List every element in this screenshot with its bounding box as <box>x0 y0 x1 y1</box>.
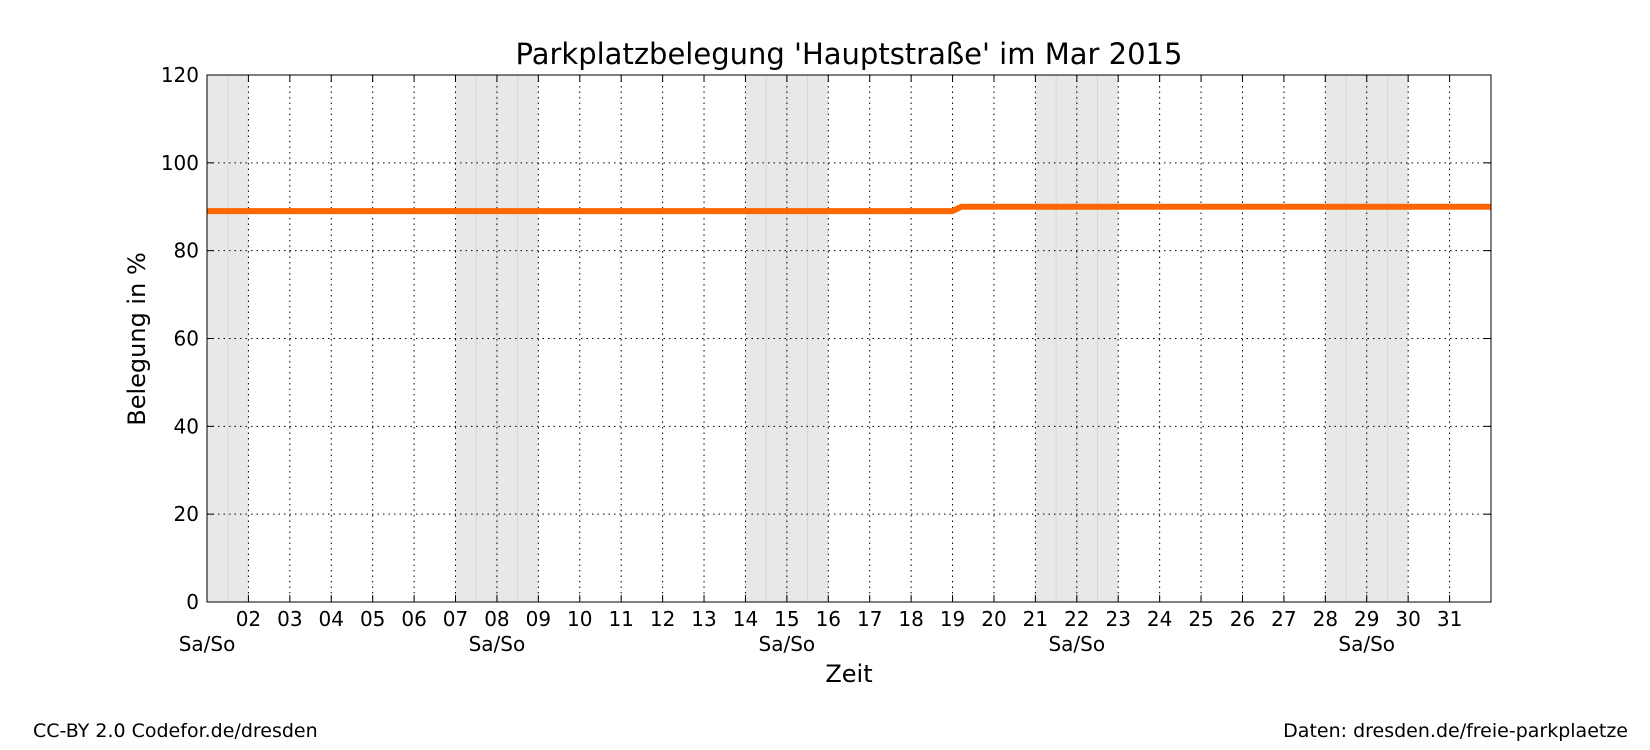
y-ticks: 0 20 40 60 80 100 120 <box>161 63 1491 614</box>
weekend-label: Sa/So <box>759 632 816 656</box>
weekend-label: Sa/So <box>1338 632 1395 656</box>
x-tick-label: 23 <box>1105 607 1130 631</box>
y-tick-label: 60 <box>174 327 199 351</box>
x-tick-label: 29 <box>1354 607 1379 631</box>
weekend-label: Sa/So <box>1048 632 1105 656</box>
x-tick-label: 24 <box>1147 607 1172 631</box>
x-tick-label: 13 <box>691 607 716 631</box>
chart-title: Parkplatzbelegung 'Hauptstraße' im Mar 2… <box>516 37 1183 71</box>
x-tick-label: 05 <box>360 607 385 631</box>
y-tick-label: 100 <box>161 151 199 175</box>
x-tick-label: 08 <box>484 607 509 631</box>
x-ticks: 02 03 04 05 06 07 08 09 10 11 12 13 14 15 16 17 18 19 20 21… <box>236 75 1462 631</box>
x-tick-label: 11 <box>608 607 633 631</box>
x-tick-label: 27 <box>1271 607 1296 631</box>
series-layer <box>207 203 1491 215</box>
series-line-1 <box>207 203 1491 215</box>
weekend-labels: Sa/So Sa/So Sa/So Sa/So Sa/So <box>179 632 1395 656</box>
x-tick-label: 02 <box>236 607 261 631</box>
y-tick-label: 40 <box>174 414 199 438</box>
x-axis-label: Zeit <box>825 660 872 688</box>
y-tick-label: 80 <box>174 239 199 263</box>
x-tick-label: 28 <box>1313 607 1338 631</box>
weekend-label: Sa/So <box>179 632 236 656</box>
y-tick-label: 0 <box>186 590 199 614</box>
x-tick-label: 07 <box>443 607 468 631</box>
source-text: Daten: dresden.de/freie-parkplaetze <box>1283 720 1628 742</box>
x-tick-label: 06 <box>401 607 426 631</box>
x-tick-label: 10 <box>567 607 592 631</box>
y-tick-label: 120 <box>161 63 199 87</box>
x-tick-label: 18 <box>898 607 923 631</box>
x-tick-label: 21 <box>1023 607 1048 631</box>
x-tick-label: 16 <box>816 607 841 631</box>
x-tick-label: 30 <box>1395 607 1420 631</box>
x-tick-label: 17 <box>857 607 882 631</box>
x-tick-label: 15 <box>774 607 799 631</box>
grid-lines <box>207 75 1491 602</box>
x-tick-label: 12 <box>650 607 675 631</box>
x-tick-label: 20 <box>981 607 1006 631</box>
y-axis-label: Belegung in % <box>123 252 151 426</box>
x-tick-label: 14 <box>733 607 758 631</box>
x-tick-label: 31 <box>1437 607 1462 631</box>
x-tick-label: 03 <box>277 607 302 631</box>
license-text: CC-BY 2.0 Codefor.de/dresden <box>33 720 318 742</box>
x-tick-label: 09 <box>526 607 551 631</box>
x-tick-label: 25 <box>1188 607 1213 631</box>
x-tick-label: 26 <box>1230 607 1255 631</box>
x-tick-label: 19 <box>940 607 965 631</box>
y-tick-label: 20 <box>174 502 199 526</box>
x-tick-label: 04 <box>319 607 344 631</box>
x-tick-label: 22 <box>1064 607 1089 631</box>
weekend-label: Sa/So <box>469 632 526 656</box>
